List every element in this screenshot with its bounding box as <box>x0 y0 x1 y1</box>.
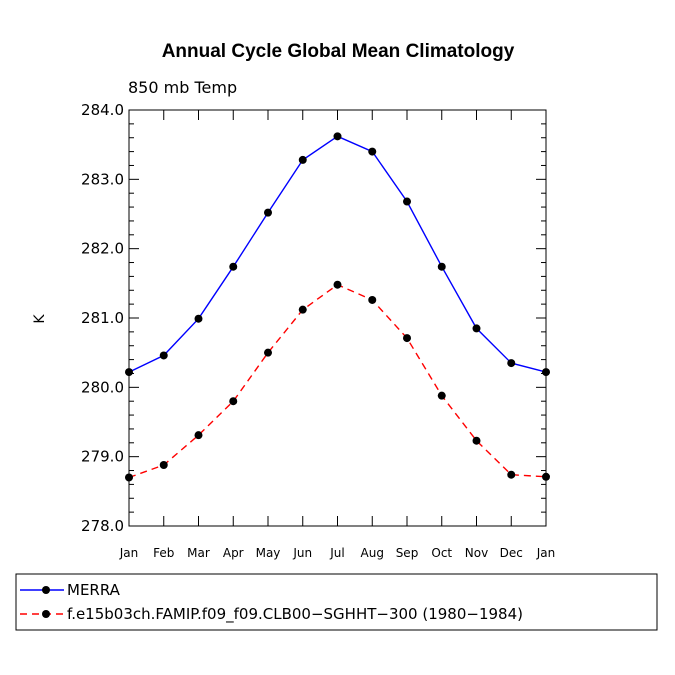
y-tick-label: 281.0 <box>81 309 124 327</box>
y-tick-label: 282.0 <box>81 240 124 258</box>
x-tick-label: Oct <box>431 546 452 560</box>
data-point <box>264 208 272 217</box>
legend-box <box>15 573 658 631</box>
chart-subtitle: 850 mb Temp <box>128 78 237 97</box>
x-tick-label: Jan <box>536 546 556 560</box>
series-line-2 <box>128 283 547 479</box>
data-point <box>298 305 307 314</box>
x-tick-label: Feb <box>153 546 174 560</box>
x-tick-label: Jul <box>329 546 344 560</box>
data-point <box>229 262 238 271</box>
data-point <box>403 334 411 343</box>
x-tick-label: Jun <box>292 546 312 560</box>
y-tick-label: 279.0 <box>81 448 124 466</box>
data-point <box>542 368 550 377</box>
data-point <box>333 132 342 141</box>
data-point <box>437 262 446 271</box>
x-tick-label: Apr <box>223 546 244 560</box>
y-tick-label: 284.0 <box>81 101 124 119</box>
data-point <box>507 470 516 479</box>
data-point <box>333 280 342 289</box>
data-point <box>125 368 133 377</box>
y-tick-label: 280.0 <box>81 378 124 396</box>
data-point <box>403 197 411 206</box>
series-line-1 <box>128 135 547 373</box>
chart-title: Annual Cycle Global Mean Climatology <box>162 41 515 62</box>
x-tick-label: Jan <box>119 546 139 560</box>
x-tick-label: May <box>256 546 281 560</box>
data-point <box>437 391 446 400</box>
x-tick-label: Nov <box>465 546 488 560</box>
plot-frame <box>128 109 547 527</box>
legend-label-1: MERRA <box>67 581 121 599</box>
data-point <box>298 155 307 164</box>
data-point <box>125 473 133 482</box>
data-point <box>194 314 203 323</box>
data-point <box>368 147 377 156</box>
data-point <box>159 351 168 360</box>
x-tick-label: Mar <box>187 546 210 560</box>
data-point <box>472 324 481 333</box>
series-layer <box>125 132 550 482</box>
data-point <box>507 359 516 368</box>
x-tick-label: Sep <box>396 546 419 560</box>
y-tick-label: 283.0 <box>81 170 124 188</box>
legend-marker-1 <box>42 586 50 594</box>
legend-label-2: f.e15b03ch.FAMIP.f09_f09.CLB00−SGHHT−300… <box>67 605 523 624</box>
x-tick-label: Dec <box>500 546 523 560</box>
data-point <box>229 397 238 406</box>
legend-marker-2 <box>42 610 50 618</box>
legend: MERRA f.e15b03ch.FAMIP.f09_f09.CLB00−SGHH… <box>20 581 523 624</box>
data-point <box>368 295 377 304</box>
data-point <box>194 431 203 440</box>
data-point <box>472 436 481 445</box>
x-tick-label: Aug <box>361 546 384 560</box>
data-point <box>542 472 550 481</box>
axis-ticks: 278.0 279.0 280.0 281.0 282.0 283.0 284.0 Jan Fe… <box>81 101 555 560</box>
y-axis-label: K <box>32 314 48 324</box>
y-tick-label: 278.0 <box>81 517 124 535</box>
data-point <box>159 460 168 469</box>
data-point <box>264 348 272 357</box>
